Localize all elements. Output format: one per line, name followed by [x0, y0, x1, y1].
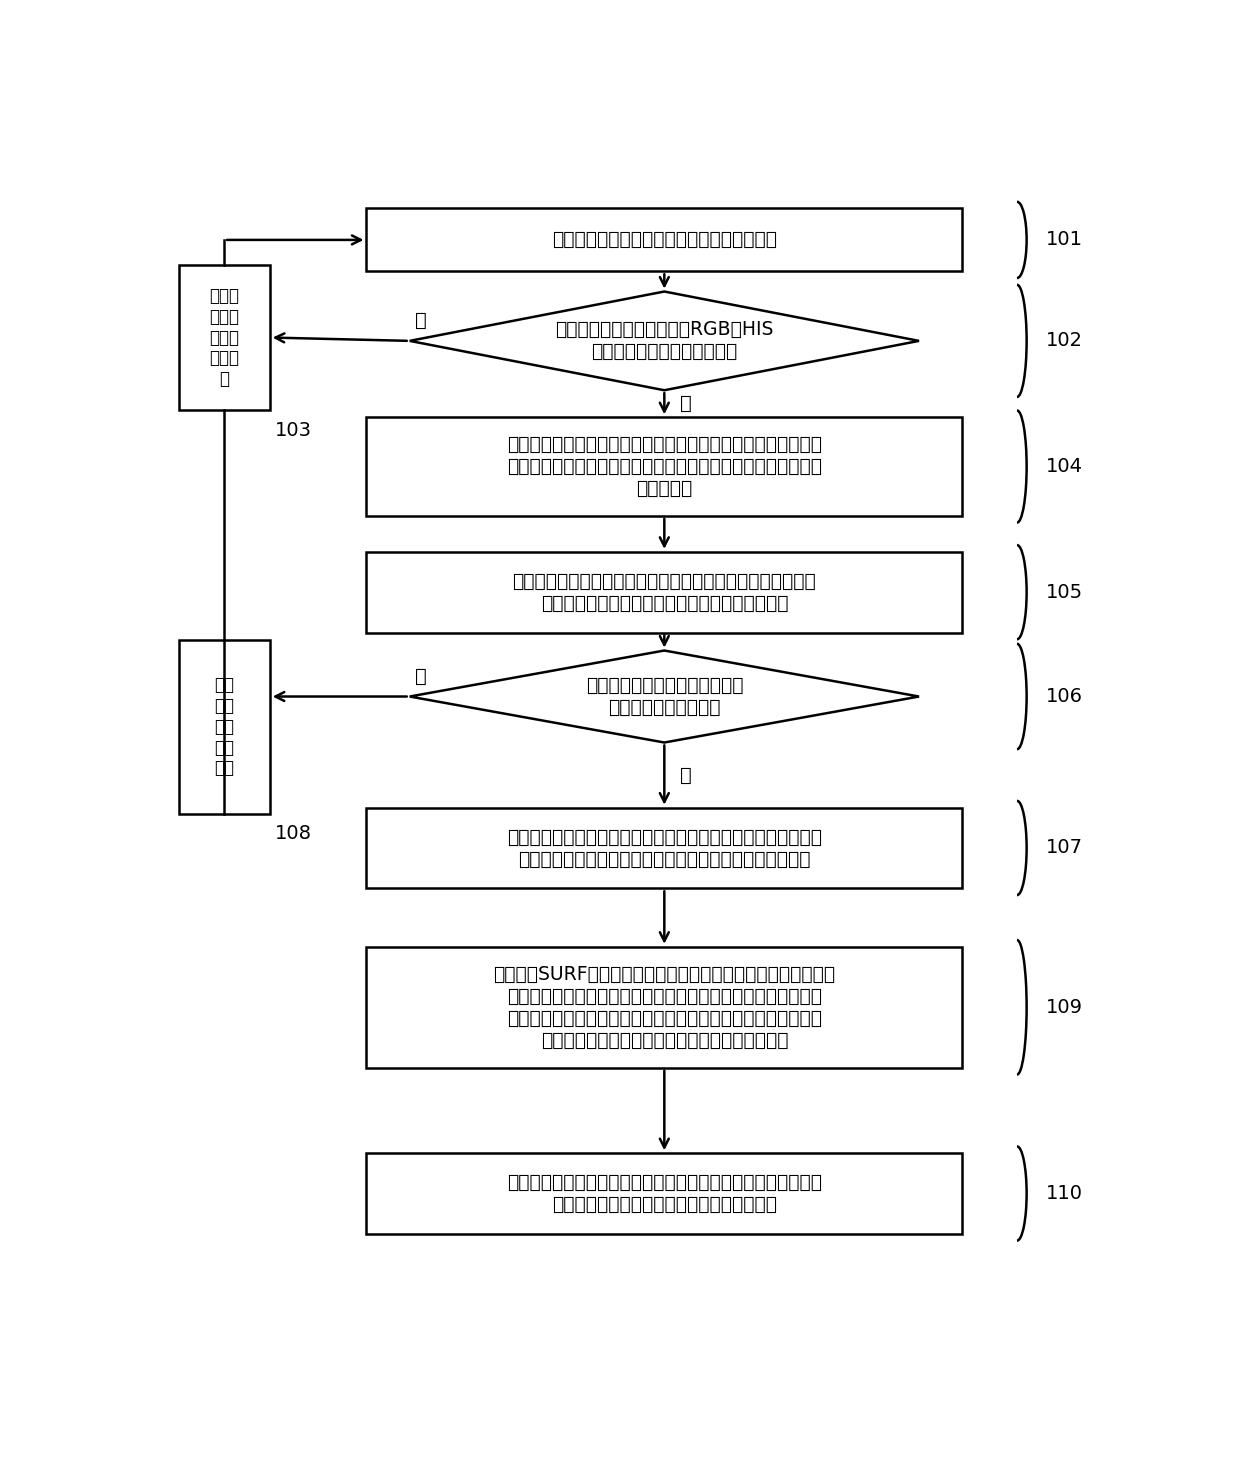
Bar: [367, 552, 962, 632]
Text: 102: 102: [1045, 331, 1083, 350]
Text: 是: 是: [680, 765, 692, 784]
Text: 107: 107: [1045, 838, 1083, 858]
Text: 保留火焰区域图像，并采用基于轮廓的空洞填充算法对保留下来
的所述火焰区域图像进行处理，得到填充后的火焰区域图像: 保留火焰区域图像，并采用基于轮廓的空洞填充算法对保留下来 的所述火焰区域图像进行…: [507, 828, 822, 868]
Text: 火焰区域频谱图的平均灰度值和
标准差均超过设定阈值: 火焰区域频谱图的平均灰度值和 标准差均超过设定阈值: [585, 676, 743, 717]
Bar: [367, 208, 962, 271]
Bar: [179, 640, 270, 814]
Bar: [367, 1152, 962, 1234]
Text: 对所述火焰二值化图像进行频域变换，得到火焰区域频谱图，
并计算所述火焰区域频谱图的平均灰度值和标准差: 对所述火焰二值化图像进行频域变换，得到火焰区域频谱图， 并计算所述火焰区域频谱图…: [512, 571, 816, 613]
Text: 110: 110: [1045, 1185, 1083, 1203]
Polygon shape: [409, 291, 919, 390]
Text: 否: 否: [415, 667, 427, 686]
Text: 106: 106: [1045, 688, 1083, 707]
Text: 104: 104: [1045, 457, 1083, 476]
Bar: [367, 807, 962, 889]
Text: 108: 108: [274, 825, 311, 844]
Polygon shape: [409, 650, 919, 743]
Text: 获取双目摄像机采集的大型建筑内部空间图像: 获取双目摄像机采集的大型建筑内部空间图像: [552, 230, 776, 249]
Text: 109: 109: [1045, 998, 1083, 1017]
Bar: [367, 947, 962, 1068]
Text: 103: 103: [274, 421, 311, 440]
Text: 101: 101: [1045, 230, 1083, 249]
Text: 剔除
所述
火焰
区域
图像: 剔除 所述 火焰 区域 图像: [215, 676, 234, 778]
Text: 确定大
型建筑
内部不
存在火
焰: 确定大 型建筑 内部不 存在火 焰: [210, 287, 239, 388]
Bar: [367, 417, 962, 516]
Text: 根据仿射几何空间模型计算所述优化匹配点的深度值，得到优化
匹配点三维空间坐标，确定火灾型火焰的位置: 根据仿射几何空间模型计算所述优化匹配点的深度值，得到优化 匹配点三维空间坐标，确…: [507, 1173, 822, 1214]
Text: 是: 是: [680, 395, 692, 414]
Text: 否: 否: [415, 312, 427, 331]
Text: 105: 105: [1045, 583, 1083, 602]
Text: 初步确定所述大型建筑内部空间图像为火焰区域图像，并对所述
火焰区域图像进行二值化、高斯滤波以及形态学处理，得到火焰
二值化图像: 初步确定所述大型建筑内部空间图像为火焰区域图像，并对所述 火焰区域图像进行二值化…: [507, 436, 822, 498]
Text: 大型建筑内部空间图像满足RGB和HIS
双色彩空间先验阈值约束条件: 大型建筑内部空间图像满足RGB和HIS 双色彩空间先验阈值约束条件: [556, 321, 774, 361]
Bar: [179, 265, 270, 411]
Text: 采用优化SURF算法对所述填充后的火焰区域图像进行特征点提取
，得到所述填充后的火焰区域图像的特征点，并对采用基于特征
的匹配算法对两幅所述填充后的火焰区域图像: 采用优化SURF算法对所述填充后的火焰区域图像进行特征点提取 ，得到所述填充后的…: [494, 965, 836, 1050]
